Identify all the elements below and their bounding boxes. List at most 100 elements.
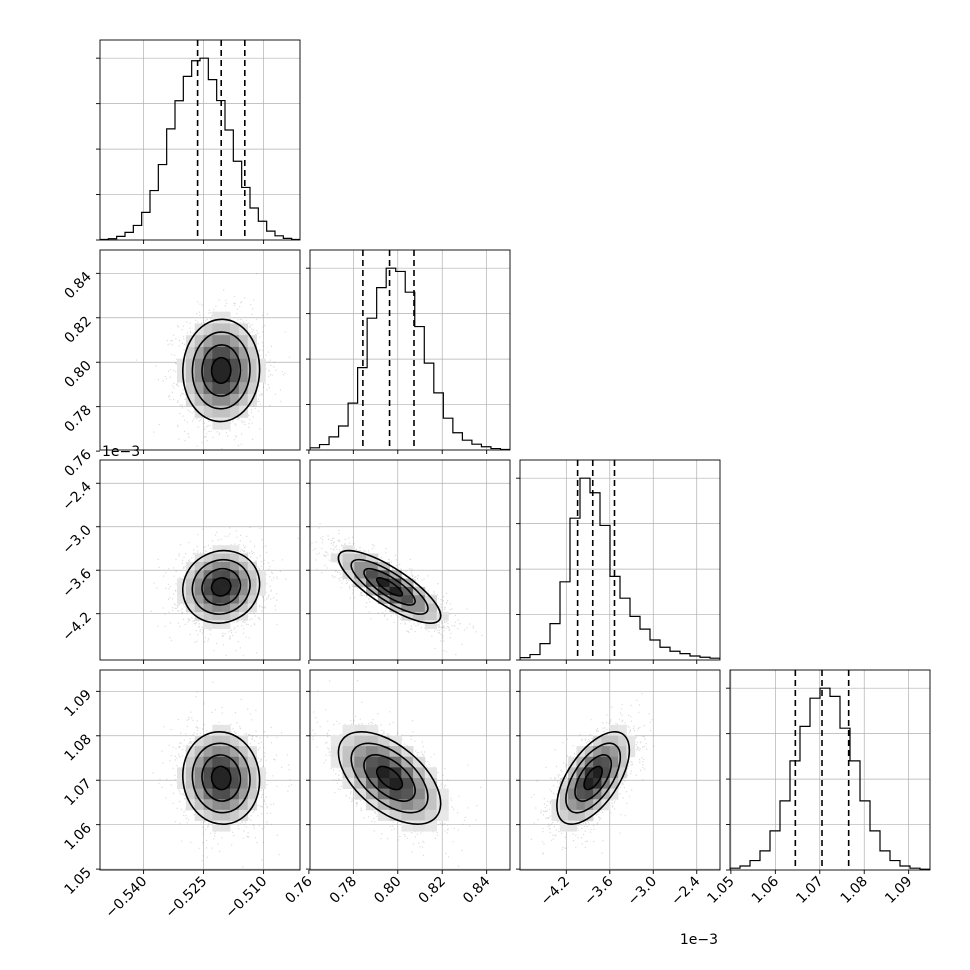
panel-p3-vs-p0-density-cell bbox=[203, 756, 213, 768]
panel-p3-vs-p0-density-cell bbox=[221, 778, 231, 790]
panel-p3-vs-p2-contour-3 bbox=[556, 730, 631, 826]
panel-p3-vs-p0-density-cell bbox=[185, 788, 196, 800]
panel-p2-vs-p1-density-cell bbox=[401, 611, 414, 621]
panel-p3-vs-p2-density-cell bbox=[609, 767, 619, 779]
panel-p3-vs-p2-density-cell bbox=[559, 809, 569, 821]
panel-p3-vs-p1-density-cell bbox=[366, 756, 379, 768]
panel-p2-vs-p1-density-cell bbox=[424, 595, 437, 604]
panel-p2-vs-p1-density-cell bbox=[342, 570, 355, 579]
panel-p1-vs-p0-density-cell bbox=[230, 393, 240, 407]
hist-panel-3-border bbox=[729, 669, 931, 871]
panel-p3-vs-p1-density-cell bbox=[413, 809, 426, 821]
panel-p3-vs-p1-density-cell bbox=[354, 746, 367, 758]
panel-p3-vs-p0-plot-area bbox=[100, 670, 300, 870]
panel-p2-vs-p1-density-cell bbox=[389, 578, 402, 588]
panel-p3-vs-p1-density-cell bbox=[424, 820, 437, 832]
panel-p1-vs-p0-density-cell bbox=[247, 358, 257, 371]
panel-p2-vs-p1-density-cell bbox=[413, 595, 426, 604]
panel-p1-vs-p0-density-cell bbox=[212, 405, 222, 418]
panel-p3-vs-p2-density-cell bbox=[618, 724, 627, 736]
panel-p1-vs-p0-density-cell bbox=[221, 382, 231, 395]
panel-p3-vs-p0-contour-0 bbox=[210, 765, 232, 791]
panel-p3-vs-p0-density-cell bbox=[194, 746, 204, 758]
panel-p3-vs-p0-density-cell bbox=[221, 756, 231, 768]
panel-p3-vs-p0-density-cell bbox=[238, 767, 249, 779]
panel-p1-vs-p0-density-cell bbox=[185, 358, 196, 371]
panel-p1-vs-p0-density-cell bbox=[247, 370, 257, 383]
panel-p1-vs-p0-density-cell bbox=[230, 405, 240, 418]
panel-p2-vs-p1-density-cell bbox=[366, 561, 379, 571]
panel-p2-vs-p0-density-cell bbox=[247, 586, 257, 596]
panel-p2-vs-p1-contour-1 bbox=[363, 567, 416, 606]
panel-p2-vs-p0-density-cell bbox=[203, 578, 213, 588]
panel-p2-vs-p0-density-cell bbox=[203, 611, 213, 621]
panel-p1-vs-p0-density-cell bbox=[238, 382, 249, 395]
panel-p3-vs-p0-density-cell bbox=[212, 767, 222, 779]
panel-p3-vs-p0-density-cell bbox=[212, 746, 222, 758]
panel-p2-vs-p0-density-cell bbox=[221, 620, 231, 629]
panel-p3-vs-p2-density-cell bbox=[559, 820, 569, 832]
panel-p2-vs-p1-plot-area bbox=[310, 460, 510, 660]
panel-p3-vs-p1-density-cell bbox=[377, 756, 390, 768]
panel-p1-vs-p0-density-cell bbox=[221, 335, 231, 348]
panel-p3-vs-p0-density-cell bbox=[212, 724, 222, 736]
panel-p2-vs-p0-density-cell bbox=[185, 570, 196, 579]
panel-p1-vs-p0-density-cell bbox=[230, 323, 240, 336]
panel-p2-vs-p0-density-cell bbox=[212, 545, 222, 554]
panel-p3-vs-p0-density-cell bbox=[185, 778, 196, 790]
panel-p3-vs-p0-density-cell bbox=[203, 799, 213, 811]
panel-p3-vs-p0-density-cell bbox=[221, 809, 231, 821]
panel-p3-vs-p2-density-cell bbox=[601, 788, 611, 800]
panel-p3-vs-p2-density-cell bbox=[618, 767, 627, 779]
panel-p2-vs-p0-density-cell bbox=[194, 561, 204, 571]
panel-p2-vs-p0-density-cell bbox=[221, 561, 231, 571]
panel-p2-vs-p0-density-cell bbox=[238, 553, 249, 563]
panel-p3-vs-p2-density-cell bbox=[584, 799, 594, 811]
ytick-label-p3-0: 1.05 bbox=[61, 865, 94, 898]
panel-p3-vs-p0-density-cell bbox=[247, 756, 257, 768]
panel-p3-vs-p2-density-cell bbox=[559, 799, 569, 811]
panel-p2-vs-p0-density-cell bbox=[230, 603, 240, 613]
panel-p3-vs-p1-density-cell bbox=[389, 809, 402, 821]
ytick-label-p1-2: 0.80 bbox=[61, 358, 94, 391]
panel-p3-vs-p1-density-cell bbox=[436, 799, 449, 811]
panel-p2-vs-p0-density-cell bbox=[221, 570, 231, 579]
panel-p3-vs-p2-density-cell bbox=[618, 756, 627, 768]
panel-p2-vs-p0-density-cell bbox=[256, 586, 266, 596]
panel-p2-vs-p1-density-cell bbox=[389, 586, 402, 596]
panel-p3-vs-p2-density-cell bbox=[626, 746, 636, 758]
panel-p2-vs-p1-density-cell bbox=[413, 611, 426, 621]
ytick-label-p1-1: 0.78 bbox=[61, 402, 94, 435]
panel-p3-vs-p0-density-cell bbox=[212, 820, 222, 832]
panel-p1-vs-p0-density-cell bbox=[185, 370, 196, 383]
panel-p1-vs-p0-density-cell bbox=[185, 382, 196, 395]
panel-p2-vs-p0-density-cell bbox=[194, 595, 204, 604]
panel-p1-vs-p0-density-cell bbox=[194, 370, 204, 383]
xtick-label-p1-4: 0.84 bbox=[460, 873, 493, 906]
panel-p2-vs-p0-density-cell bbox=[194, 603, 204, 613]
panel-p1-vs-p0-plot-area bbox=[100, 250, 300, 450]
panel-p2-vs-p0-density-cell bbox=[230, 570, 240, 579]
panel-p3-vs-p1-density-cell bbox=[342, 767, 355, 779]
panel-p1-vs-p0-density-cell bbox=[194, 358, 204, 371]
panel-p3-vs-p1-density-cell bbox=[342, 746, 355, 758]
panel-p3-vs-p1-density-cell bbox=[366, 767, 379, 779]
panel-p2-vs-p0-density-cell bbox=[185, 578, 196, 588]
panel-p3-vs-p1-density-cell bbox=[342, 724, 355, 736]
panel-p1-vs-p0-density-cell bbox=[238, 323, 249, 336]
panel-p2-vs-p1-density-cell bbox=[401, 595, 414, 604]
panel-p3-vs-p2-density-cell bbox=[584, 788, 594, 800]
panel-p3-vs-p0-density-cell bbox=[230, 778, 240, 790]
panel-p2-vs-p1-density-cell bbox=[377, 578, 390, 588]
panel-p3-vs-p1-density-cell bbox=[413, 820, 426, 832]
panel-p3-vs-p0-density-cell bbox=[203, 778, 213, 790]
panel-p3-vs-p0-density-cell bbox=[238, 746, 249, 758]
hist-panel-1-histogram-step bbox=[310, 267, 510, 450]
panel-p3-vs-p1-density-cell bbox=[424, 788, 437, 800]
ytick-label-p1-4: 0.84 bbox=[61, 269, 94, 302]
panel-p3-vs-p0-density-cell bbox=[221, 746, 231, 758]
panel-p3-vs-p1-density-cell bbox=[424, 778, 437, 790]
panel-p2-vs-p0-density-cell bbox=[221, 611, 231, 621]
panel-p2-vs-p0-density-cell bbox=[212, 595, 222, 604]
panel-p2-vs-p0-density-cell bbox=[256, 578, 266, 588]
